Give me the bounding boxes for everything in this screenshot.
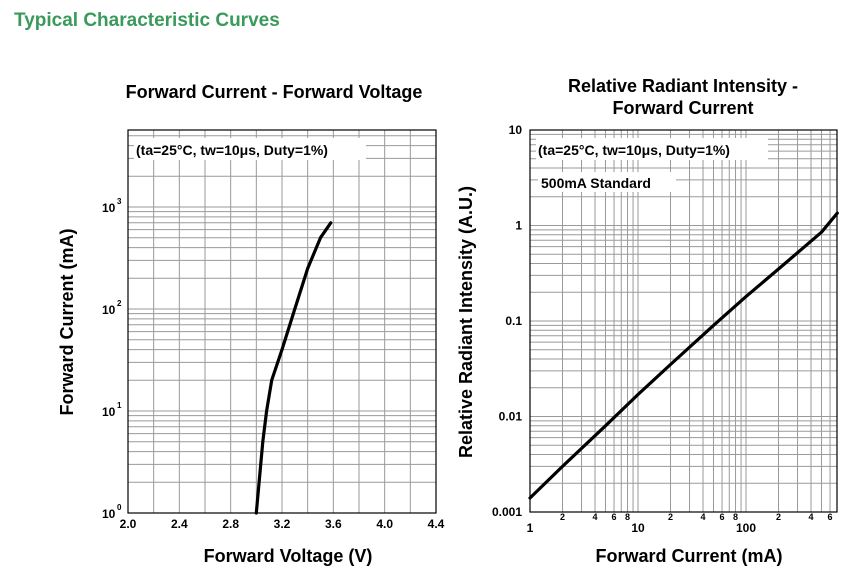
chart1-plot-frame: [127, 129, 437, 514]
chart1-grid: [128, 130, 436, 513]
chart2-annotation-bg: [536, 138, 768, 160]
chart2-y-tick-label: 0.001: [492, 505, 522, 519]
chart1-x-axis-label: Forward Voltage (V): [204, 546, 373, 566]
chart2-x-minor-tick-label: 8: [625, 512, 630, 522]
chart2-title: Relative Radiant Intensity -Forward Curr…: [568, 76, 798, 118]
chart1-x-tick-labels: 2.0 2.4 2.8 3.2 3.6 4.0 4.4: [120, 517, 445, 531]
chart1-title: Forward Current - Forward Voltage: [126, 82, 423, 102]
chart2-x-minor-tick-label: 6: [720, 512, 725, 522]
chart-relative-intensity-vs-current: Relative Radiant Intensity -Forward Curr…: [456, 76, 839, 566]
chart2-x-minor-tick-label: 2: [560, 512, 565, 522]
chart1-x-tick-label: 4.0: [376, 517, 393, 531]
page-heading: Typical Characteristic Curves: [14, 10, 280, 31]
chart2-x-minor-tick-label: 4: [593, 512, 598, 522]
chart1-x-tick-label: 2.8: [222, 517, 239, 531]
chart1-y-axis-label: Forward Current (mA): [57, 228, 77, 415]
chart1-annotation-conditions: (ta=25°C, tw=10μs, Duty=1%): [136, 142, 328, 158]
chart1-annotation-bg: [134, 138, 366, 160]
chart2-annotation-conditions: (ta=25°C, tw=10μs, Duty=1%): [538, 142, 730, 158]
chart2-x-minor-tick-label: 6: [612, 512, 617, 522]
chart1-y-tick-label: 10: [102, 507, 116, 521]
chart2-x-minor-tick-label: 8: [733, 512, 738, 522]
chart-forward-current-vs-voltage: Forward Current - Forward Voltage (ta=25…: [57, 82, 445, 566]
chart1-x-tick-label: 3.6: [325, 517, 342, 531]
chart1-y-tick-exponent: 0: [117, 503, 122, 512]
chart2-x-tick-label: 10: [631, 521, 645, 535]
chart2-x-minor-tick-label: 6: [828, 512, 833, 522]
chart2-y-tick-label: 10: [509, 123, 523, 137]
chart2-y-tick-label: 0.1: [505, 314, 522, 328]
chart1-y-tick-exponent: 3: [117, 197, 122, 206]
chart2-x-tick-label: 1: [527, 521, 534, 535]
chart2-x-minor-tick-label: 2: [668, 512, 673, 522]
chart1-y-tick-exponent: 1: [117, 401, 122, 410]
chart1-x-tick-label: 2.0: [120, 517, 137, 531]
chart2-y-tick-labels: 0.001 0.01 0.1 1 10: [492, 123, 522, 519]
chart1-x-tick-label: 3.2: [274, 517, 291, 531]
chart1-x-tick-label: 2.4: [171, 517, 188, 531]
chart1-series-line: [254, 221, 333, 515]
chart1-y-tick-label: 10: [102, 303, 116, 317]
chart1-x-tick-label: 4.4: [428, 517, 445, 531]
chart2-y-axis-label: Relative Radiant Intensity (A.U.): [456, 186, 476, 458]
chart2-plot-frame: [529, 129, 838, 513]
chart2-x-minor-tick-label: 4: [809, 512, 814, 522]
chart2-annotation-standard: 500mA Standard: [541, 175, 651, 191]
chart2-y-tick-label: 0.01: [499, 410, 523, 424]
chart2-x-tick-label: 100: [736, 521, 756, 535]
chart2-annotation2-bg: [538, 172, 676, 192]
chart2-title-line: Relative Radiant Intensity -: [568, 76, 798, 96]
chart2-series-line: [528, 211, 839, 500]
chart1-y-tick-label: 10: [102, 405, 116, 419]
chart2-x-axis-label: Forward Current (mA): [595, 546, 782, 566]
chart2-title-line: Forward Current: [612, 98, 753, 118]
chart1-y-tick-exponent: 2: [117, 299, 122, 308]
chart2-x-minor-tick-label: 4: [701, 512, 706, 522]
chart1-y-tick-label: 10: [102, 201, 116, 215]
chart2-y-tick-label: 1: [515, 219, 522, 233]
chart2-x-minor-tick-label: 2: [776, 512, 781, 522]
